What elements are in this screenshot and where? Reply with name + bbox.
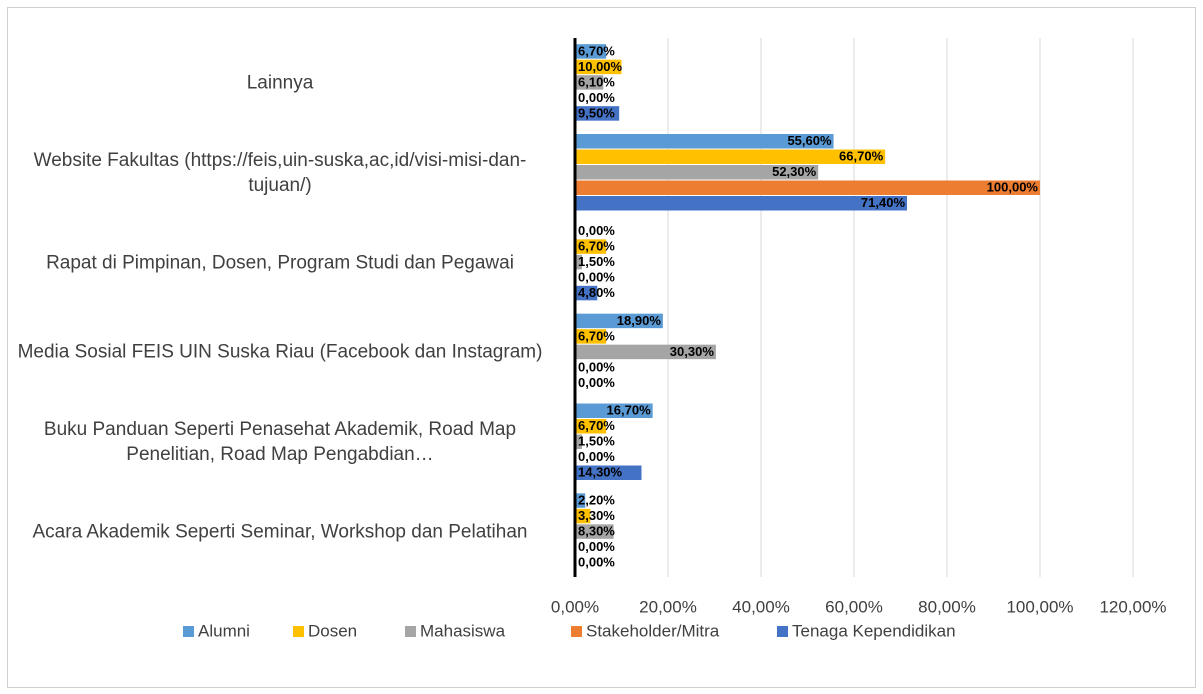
data-label: 4,80% xyxy=(578,285,615,300)
bar xyxy=(575,239,607,254)
bar xyxy=(575,313,663,329)
category-label: Buku Panduan Seperti Penasehat Akademik,… xyxy=(43,419,517,466)
data-label: 30,30% xyxy=(670,344,715,359)
data-label: 14,30% xyxy=(578,465,623,480)
data-label: 0,00% xyxy=(578,539,615,554)
data-label: 6,70% xyxy=(578,43,615,58)
x-tick-label: 100,00% xyxy=(1006,597,1073,616)
data-label: 16,70% xyxy=(607,403,652,418)
bar xyxy=(575,59,622,75)
data-label: 0,00% xyxy=(578,555,615,570)
data-label: 6,10% xyxy=(578,74,615,89)
category-label: Lainnya xyxy=(246,72,314,94)
data-label: 6,70% xyxy=(578,328,615,343)
legend-label: Alumni xyxy=(198,621,250,640)
data-label: 55,60% xyxy=(787,133,832,148)
bar xyxy=(575,44,607,59)
bar xyxy=(575,508,591,524)
data-label: 1,50% xyxy=(578,434,615,449)
data-label: 3,30% xyxy=(578,508,615,523)
bar xyxy=(575,106,620,121)
x-tick-label: 40,00% xyxy=(732,597,790,616)
data-label: 0,00% xyxy=(578,359,615,374)
bar xyxy=(575,434,582,449)
bar xyxy=(575,75,604,90)
legend-label: Stakeholder/Mitra xyxy=(586,621,720,640)
legend-label: Mahasiswa xyxy=(420,621,506,640)
category-label: Website Fakultas (https://feis,uin-suska… xyxy=(33,149,527,196)
bar xyxy=(575,134,834,149)
data-label: 100,00% xyxy=(987,180,1039,195)
data-label: 1,50% xyxy=(578,254,615,269)
data-label: 6,70% xyxy=(578,239,615,254)
x-tick-label: 0,00% xyxy=(551,597,599,616)
data-label: 0,00% xyxy=(578,270,615,285)
bar xyxy=(575,344,716,360)
data-label: 0,00% xyxy=(578,449,615,464)
category-label: Media Sosial FEIS UIN Suska Riau (Facebo… xyxy=(17,341,543,363)
bar xyxy=(575,196,908,211)
bar xyxy=(575,524,614,539)
bar xyxy=(575,419,607,434)
bar xyxy=(575,254,582,270)
bar xyxy=(575,149,886,164)
category-label: Acara Akademik Seperti Seminar, Workshop… xyxy=(32,521,528,543)
data-label: 66,70% xyxy=(839,149,884,164)
legend-swatch xyxy=(405,626,416,637)
bar xyxy=(575,465,642,480)
bar xyxy=(575,329,607,344)
data-label: 9,50% xyxy=(578,105,615,120)
data-label: 0,00% xyxy=(578,223,615,238)
legend-swatch xyxy=(183,626,194,637)
legend-swatch xyxy=(293,626,304,637)
legend-label: Dosen xyxy=(308,621,357,640)
bar xyxy=(575,285,598,301)
x-tick-label: 60,00% xyxy=(825,597,883,616)
x-tick-label: 120,00% xyxy=(1099,597,1166,616)
category-label: Rapat di Pimpinan, Dosen, Program Studi … xyxy=(46,252,514,274)
data-label: 0,00% xyxy=(578,90,615,105)
data-label: 8,30% xyxy=(578,524,615,539)
legend-swatch xyxy=(777,626,788,637)
data-label: 0,00% xyxy=(578,375,615,390)
legend-label: Tenaga Kependidikan xyxy=(792,621,956,640)
data-label: 71,40% xyxy=(861,195,906,210)
bar xyxy=(575,403,653,418)
data-label: 52,30% xyxy=(772,164,817,179)
x-tick-label: 20,00% xyxy=(639,597,697,616)
data-label: 2,20% xyxy=(578,493,615,508)
legend-swatch xyxy=(571,626,582,637)
data-label: 10,00% xyxy=(578,59,623,74)
bar xyxy=(575,165,819,180)
data-label: 18,90% xyxy=(617,313,662,328)
data-label: 6,70% xyxy=(578,418,615,433)
bar xyxy=(575,180,1040,195)
x-tick-label: 80,00% xyxy=(918,597,976,616)
bar xyxy=(575,493,586,508)
